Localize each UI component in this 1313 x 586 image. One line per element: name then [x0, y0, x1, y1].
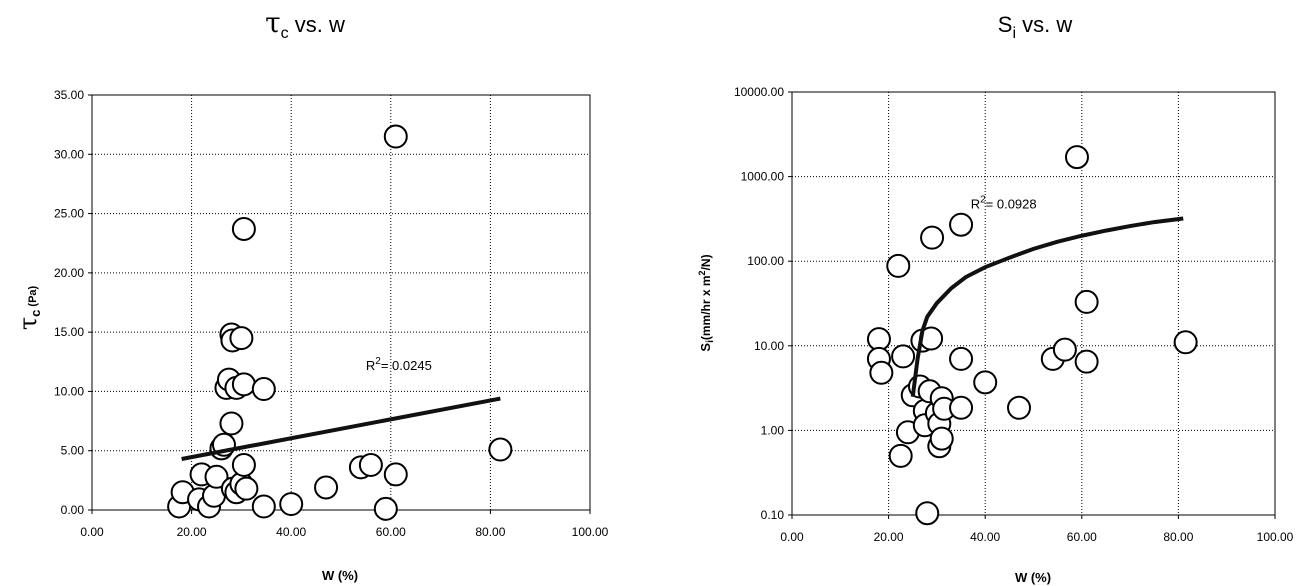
data-point [888, 443, 913, 468]
data-point [1173, 330, 1198, 355]
data-point [251, 377, 276, 402]
chart-tau-c: τc vs. w 0.00 20.00 40.00 60.00 80.00 100.00 … [14, 6, 609, 583]
y-tick-label: 0.00 [61, 503, 85, 517]
data-point [869, 360, 894, 385]
data-point [973, 370, 998, 395]
data-point [373, 496, 398, 521]
data-point [234, 476, 259, 501]
data-point [949, 212, 974, 237]
x-tick-labels: 0.00 20.00 40.00 60.00 80.00 100.00 [80, 525, 608, 539]
data-point [891, 344, 916, 369]
data-point [1007, 395, 1032, 420]
r-squared-annotation: R2= 0.0928 [971, 194, 1037, 211]
data-points [167, 124, 513, 521]
x-tick-label: 60.00 [376, 525, 406, 539]
data-points [866, 145, 1198, 526]
y-tick-label: 15.00 [54, 325, 84, 339]
data-point [383, 462, 408, 487]
chart-title: Si vs. w [998, 12, 1073, 42]
data-point [1074, 349, 1099, 374]
x-axis-label: W (%) [322, 568, 358, 583]
y-tick-label: 1000.00 [741, 170, 785, 184]
data-point [279, 492, 304, 517]
data-point [866, 327, 891, 352]
x-tick-label: 20.00 [177, 525, 207, 539]
x-tick-label: 100.00 [572, 525, 609, 539]
data-point [358, 452, 383, 477]
data-point [949, 346, 974, 371]
data-point [886, 253, 911, 278]
plot-area-border [791, 91, 1276, 516]
y-tick-label: 35.00 [54, 88, 84, 102]
y-tick-label: 0.10 [761, 508, 785, 522]
data-point [915, 501, 940, 526]
x-tick-label: 40.00 [276, 525, 306, 539]
data-point [219, 411, 244, 436]
data-point [314, 475, 339, 500]
y-tick-label: 25.00 [54, 207, 84, 221]
data-point [488, 437, 513, 462]
data-point [231, 216, 256, 241]
data-point [231, 452, 256, 477]
chart-title: τc vs. w [265, 6, 345, 42]
r-squared-annotation: R2= 0.0245 [366, 356, 432, 373]
y-tick-label: 1.00 [761, 423, 785, 437]
x-tick-labels: 0.00 20.00 40.00 60.00 80.00 100.00 [780, 530, 1293, 544]
y-tick-label: 30.00 [54, 147, 84, 161]
y-tick-labels: 0.00 5.00 10.00 15.00 20.00 25.00 30.00 35.00 [54, 88, 84, 517]
x-tick-label: 100.00 [1257, 530, 1294, 544]
data-point [949, 395, 974, 420]
gridlines [88, 94, 591, 514]
data-point [920, 225, 945, 250]
data-point [1052, 337, 1077, 362]
x-tick-label: 80.00 [475, 525, 505, 539]
x-tick-label: 80.00 [1163, 530, 1193, 544]
data-point [1064, 145, 1089, 170]
data-point [204, 464, 229, 489]
y-tick-label: 20.00 [54, 266, 84, 280]
y-axis-label: Si(mm/hr x m2/N) [697, 254, 716, 351]
data-point [231, 372, 256, 397]
data-point [229, 326, 254, 351]
x-tick-label: 0.00 [780, 530, 804, 544]
y-axis-label: τc (Pa) [14, 285, 43, 330]
y-tick-label: 5.00 [61, 444, 85, 458]
data-point [383, 124, 408, 149]
trendline [910, 216, 1184, 397]
y-tick-label: 10.00 [754, 339, 784, 353]
data-point [1074, 289, 1099, 314]
y-tick-label: 10.00 [54, 384, 84, 398]
chart-si: Si vs. w 0.00 20.00 40.00 60.00 80.00 100.00 … [697, 12, 1294, 585]
plot-area-border [91, 94, 591, 511]
gridlines [788, 91, 1276, 519]
x-tick-label: 20.00 [874, 530, 904, 544]
y-tick-labels: 0.10 1.00 10.00 100.00 1000.00 10000.00 [734, 85, 784, 522]
y-tick-label: 100.00 [747, 254, 784, 268]
data-point [929, 426, 954, 451]
x-axis-label: W (%) [1015, 570, 1051, 585]
x-tick-label: 0.00 [80, 525, 104, 539]
x-tick-label: 40.00 [970, 530, 1000, 544]
data-point [251, 494, 276, 519]
trendline [181, 396, 501, 461]
y-tick-label: 10000.00 [734, 85, 784, 99]
x-tick-label: 60.00 [1067, 530, 1097, 544]
